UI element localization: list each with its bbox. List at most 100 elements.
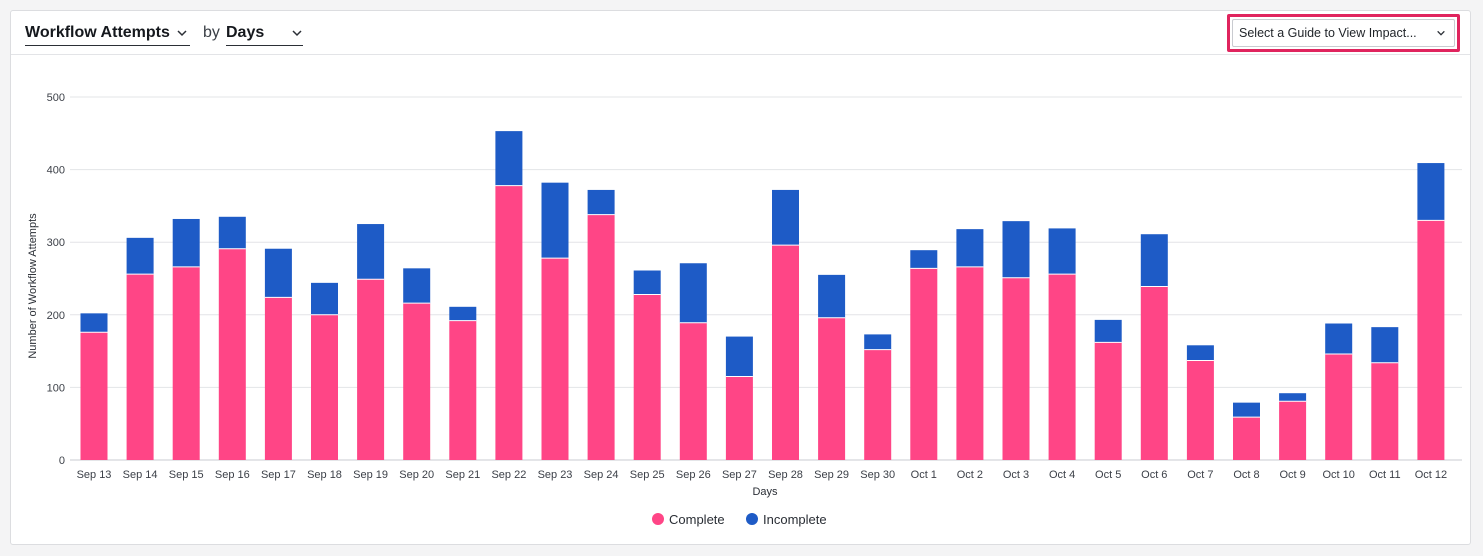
period-dropdown-label: Days — [226, 24, 265, 41]
bar-incomplete[interactable] — [1094, 319, 1122, 343]
x-tick-label: Sep 21 — [445, 469, 480, 481]
x-tick-label: Sep 16 — [215, 469, 250, 481]
x-tick-label: Oct 1 — [911, 469, 937, 481]
legend-swatch — [746, 513, 758, 525]
bar-incomplete[interactable] — [357, 224, 385, 280]
bar-incomplete[interactable] — [725, 336, 753, 377]
period-dropdown[interactable]: Days — [226, 21, 303, 46]
bar-incomplete[interactable] — [80, 313, 108, 333]
bar-complete[interactable] — [1233, 417, 1260, 460]
legend-item[interactable]: Complete — [652, 512, 725, 527]
bar-complete[interactable] — [357, 279, 385, 460]
guide-select-highlight — [1227, 14, 1460, 52]
bar-incomplete[interactable] — [403, 268, 431, 304]
bar-complete[interactable] — [587, 214, 615, 460]
bar-incomplete[interactable] — [1048, 228, 1076, 275]
chevron-down-icon — [177, 30, 187, 37]
bar-complete[interactable] — [1094, 342, 1122, 460]
bar-complete[interactable] — [725, 376, 753, 460]
chevron-down-icon — [292, 30, 302, 37]
x-tick-label: Oct 8 — [1233, 469, 1259, 481]
bar-incomplete[interactable] — [264, 248, 292, 298]
x-tick-label: Oct 4 — [1049, 469, 1075, 481]
bar-complete[interactable] — [126, 274, 154, 460]
metric-dropdown[interactable]: Workflow Attempts — [25, 21, 190, 46]
bars — [80, 131, 1445, 460]
bar-incomplete[interactable] — [1325, 323, 1353, 355]
bar-incomplete[interactable] — [679, 263, 707, 323]
bar-complete[interactable] — [864, 349, 892, 460]
bar-incomplete[interactable] — [1371, 327, 1399, 363]
bar-complete[interactable] — [264, 297, 292, 460]
chart-card: Workflow Attempts by Days Select a Guide… — [10, 10, 1471, 545]
x-tick-label: Sep 20 — [399, 469, 434, 481]
bar-incomplete[interactable] — [587, 189, 615, 215]
bar-incomplete[interactable] — [772, 189, 799, 246]
bar-incomplete[interactable] — [218, 216, 246, 249]
bar-complete[interactable] — [679, 322, 707, 460]
bar-incomplete[interactable] — [1279, 393, 1307, 402]
chevron-down-icon — [1437, 30, 1445, 36]
bar-incomplete[interactable] — [449, 306, 477, 321]
bar-incomplete[interactable] — [126, 237, 154, 275]
legend-swatch — [652, 513, 664, 525]
bar-incomplete[interactable] — [1002, 221, 1030, 278]
bar-complete[interactable] — [1002, 277, 1030, 460]
bar-complete[interactable] — [218, 248, 246, 460]
bar-incomplete[interactable] — [1186, 345, 1214, 361]
by-label: by — [203, 24, 220, 41]
x-tick-label: Sep 30 — [860, 469, 895, 481]
bar-complete[interactable] — [1140, 286, 1168, 460]
bar-incomplete[interactable] — [1233, 402, 1260, 418]
bar-complete[interactable] — [311, 314, 338, 460]
bar-incomplete[interactable] — [633, 270, 661, 295]
x-tick-label: Oct 12 — [1415, 469, 1447, 481]
y-tick-label: 400 — [47, 165, 65, 177]
bar-complete[interactable] — [1048, 274, 1076, 460]
bar-complete[interactable] — [1371, 362, 1399, 460]
bar-incomplete[interactable] — [1140, 234, 1168, 287]
bar-incomplete[interactable] — [864, 334, 892, 350]
bar-complete[interactable] — [772, 245, 799, 460]
guide-select-dropdown[interactable]: Select a Guide to View Impact... — [1232, 19, 1455, 47]
bar-incomplete[interactable] — [910, 250, 938, 269]
bar-complete[interactable] — [1279, 401, 1307, 460]
x-axis-ticks: Sep 13 Sep 14 Sep 15 Sep 16 Sep 17 Sep 18 Sep … — [77, 469, 1448, 481]
bar-incomplete[interactable] — [311, 282, 338, 315]
bar-complete[interactable] — [1186, 360, 1214, 460]
legend-item[interactable]: Incomplete — [746, 512, 827, 527]
y-axis-title: Number of Workflow Attempts — [27, 213, 39, 359]
x-tick-label: Sep 17 — [261, 469, 296, 481]
bar-complete[interactable] — [910, 268, 938, 460]
bar-complete[interactable] — [633, 294, 661, 460]
bar-complete[interactable] — [403, 303, 431, 460]
bar-complete[interactable] — [172, 266, 200, 460]
guide-select-placeholder: Select a Guide to View Impact... — [1239, 26, 1417, 40]
bar-complete[interactable] — [80, 332, 108, 460]
bar-complete[interactable] — [541, 258, 569, 460]
legend-label: Complete — [669, 512, 725, 527]
grid-lines — [70, 96, 1462, 461]
bar-complete[interactable] — [449, 320, 477, 460]
bar-incomplete[interactable] — [172, 218, 200, 267]
bar-complete[interactable] — [495, 185, 523, 460]
x-tick-label: Sep 19 — [353, 469, 388, 481]
bar-incomplete[interactable] — [1417, 163, 1445, 221]
x-tick-label: Oct 9 — [1279, 469, 1305, 481]
bar-incomplete[interactable] — [495, 131, 523, 186]
bar-incomplete[interactable] — [541, 182, 569, 259]
bar-complete[interactable] — [956, 266, 984, 460]
metric-dropdown-label: Workflow Attempts — [25, 24, 170, 41]
bar-incomplete[interactable] — [818, 274, 846, 318]
bar-complete[interactable] — [1325, 354, 1353, 460]
x-axis-title: Days — [752, 486, 778, 498]
x-tick-label: Sep 27 — [722, 469, 757, 481]
bar-incomplete[interactable] — [956, 229, 984, 267]
x-tick-label: Sep 18 — [307, 469, 342, 481]
bar-complete[interactable] — [818, 317, 846, 460]
bar-complete[interactable] — [1417, 220, 1445, 460]
x-tick-label: Sep 13 — [77, 469, 112, 481]
x-tick-label: Oct 3 — [1003, 469, 1029, 481]
x-tick-label: Sep 25 — [630, 469, 665, 481]
x-tick-label: Oct 7 — [1187, 469, 1213, 481]
